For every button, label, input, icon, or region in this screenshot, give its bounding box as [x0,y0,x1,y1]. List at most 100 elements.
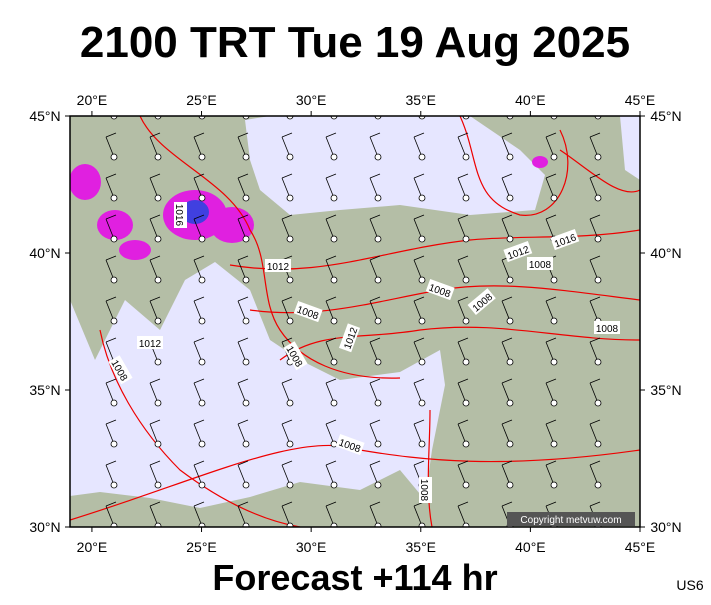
barb [501,419,513,425]
label-box [338,323,361,353]
station [550,153,558,161]
barb [545,337,557,343]
barb [369,505,379,527]
barb [370,92,380,96]
barb [237,460,249,466]
barb [545,214,557,220]
barb [546,92,556,96]
barb [105,341,115,363]
isobar [459,116,569,216]
wind-barbs [105,92,602,527]
barb [589,460,601,466]
barb [369,464,379,486]
barb [413,300,423,322]
barb [149,255,161,261]
station [506,358,514,366]
barb [281,136,291,158]
lon-label: 40°E [515,539,546,555]
station [594,440,602,448]
station [550,317,558,325]
barb [193,132,205,138]
lat-label: 45°N [650,108,681,124]
barb [150,92,160,96]
barb [589,296,601,302]
barb [545,460,557,466]
station [286,276,294,284]
barb [281,464,291,486]
barb [193,505,203,527]
station [506,276,514,284]
barb [149,132,161,138]
map-frame [69,115,641,528]
barb [105,136,115,158]
station [374,440,382,448]
station [330,317,338,325]
lon-label: 40°E [515,92,546,108]
precip [70,164,101,200]
barb [237,300,247,322]
lon-label: 45°E [625,92,656,108]
barb [105,460,117,466]
label-box [283,341,308,371]
station [242,399,250,407]
station [374,276,382,284]
station [374,235,382,243]
barb [545,136,555,158]
barb [325,300,335,322]
barb [413,255,425,261]
station [462,317,470,325]
station [594,153,602,161]
station [242,440,250,448]
barb [281,460,293,466]
barb [325,259,335,281]
barb [105,464,115,486]
barb [281,419,293,425]
barb [457,382,467,404]
barb [193,423,203,445]
station [550,440,558,448]
station [242,235,250,243]
barb [545,341,555,363]
barb [193,337,205,343]
barb [193,382,203,404]
lon-label: 45°E [625,539,656,555]
station [418,276,426,284]
barb [193,173,205,179]
barb [413,132,425,138]
precip-core [181,200,209,224]
barb [193,259,203,281]
barb [237,136,247,158]
barb [589,218,599,240]
barb [369,296,381,302]
station [198,481,206,489]
barb [413,296,425,302]
isobar-value: 1008 [596,324,619,335]
barb [369,259,379,281]
station [110,481,118,489]
barb [457,378,469,384]
barb [282,92,292,96]
label-box [425,278,455,301]
barb [105,419,117,425]
barb [105,132,117,138]
barb [457,218,467,240]
barb [369,341,379,363]
barb [589,337,601,343]
barb [105,300,115,322]
station [462,522,470,527]
barb [589,255,601,261]
barb [281,501,293,507]
barb [237,378,249,384]
station [198,399,206,407]
station [418,440,426,448]
station [154,194,162,202]
station [286,317,294,325]
barb [193,136,203,158]
barb [413,337,425,343]
barb [325,505,335,527]
barb [413,378,425,384]
barb [501,136,511,158]
barb [149,259,159,281]
barb [413,460,425,466]
station [550,194,558,202]
